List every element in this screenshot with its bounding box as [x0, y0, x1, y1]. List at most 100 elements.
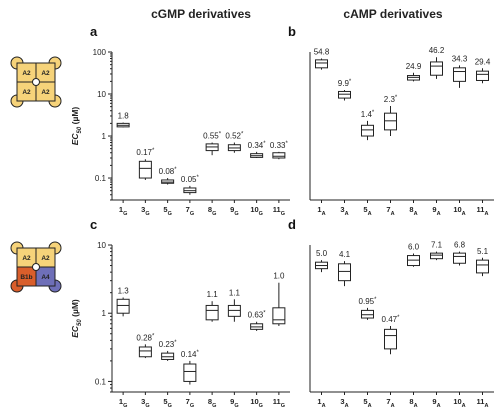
- x-tick-label: 11G: [273, 397, 285, 409]
- box-b-3: 9.9*: [338, 79, 352, 101]
- x-tick-label: 7A: [386, 205, 394, 217]
- x-tick-label: 3G: [141, 397, 149, 409]
- box-d-8: 6.0: [407, 243, 420, 267]
- box-iqr: [384, 112, 397, 131]
- x-tick-label: 5A: [363, 397, 371, 409]
- icon-bottom-cell-1: A2: [22, 255, 31, 262]
- value-label: 0.17*: [136, 148, 155, 157]
- box-iqr: [476, 70, 489, 81]
- x-tick-label: 9A: [432, 205, 440, 217]
- box-iqr: [384, 328, 397, 350]
- x-tick-label: 3A: [340, 397, 348, 409]
- panel-c: c10 1 0.1 EC50 (µM) 1.3 1G 0.28* 3G 0.23* 5G 0.14*…: [70, 217, 290, 409]
- icon-bottom-cell-4: A4: [41, 274, 50, 281]
- box-b-7: 2.3*: [384, 95, 398, 137]
- x-tick-label: 11A: [477, 205, 489, 217]
- value-label: 1.4*: [361, 110, 375, 119]
- y-tick-label: 100: [93, 48, 107, 57]
- x-tick-label: 7A: [386, 397, 394, 409]
- panel-b: b 54.8 1A 9.9* 3A 1.4* 5A 2.3* 7A 24.9 8A 46.2 9A 34.…: [288, 24, 494, 217]
- box-c-9: 1.1: [227, 288, 241, 322]
- box-iqr: [338, 263, 351, 282]
- value-label: 24.9: [406, 62, 422, 71]
- box-a-11: 0.33*: [270, 141, 288, 160]
- x-tick-label: 11A: [477, 397, 489, 409]
- box-iqr: [138, 346, 152, 358]
- icon-top-cell-3: A2: [22, 89, 31, 96]
- box-c-7: 0.14*: [181, 350, 200, 385]
- box-iqr: [272, 152, 286, 159]
- value-label: 6.0: [408, 243, 420, 252]
- y-tick-label: 10: [97, 241, 106, 250]
- value-label: 29.4: [475, 57, 491, 66]
- value-label: 54.8: [314, 48, 330, 57]
- icon-bottom-cell-3: B1b: [20, 274, 32, 281]
- box-iqr: [315, 59, 328, 69]
- box-iqr: [361, 124, 374, 137]
- box-iqr: [453, 67, 466, 82]
- box-a-10: 0.34*: [248, 141, 267, 158]
- value-label: 0.05*: [181, 175, 200, 184]
- x-tick-label: 5A: [363, 205, 371, 217]
- value-label: 1.8: [118, 111, 130, 120]
- box-d-3: 4.1: [338, 250, 351, 287]
- box-d-9: 7.1: [430, 241, 443, 261]
- value-label: 1.0: [273, 272, 285, 281]
- x-tick-label: 8G: [208, 397, 216, 409]
- column-title-camp: cAMP derivatives: [343, 7, 442, 21]
- y-axis-label: EC50 (µM): [70, 299, 83, 338]
- value-label: 0.63*: [248, 311, 267, 320]
- value-label: 0.55*: [203, 132, 222, 141]
- box-b-1: 54.8: [314, 48, 330, 70]
- box-iqr: [430, 61, 443, 76]
- x-tick-label: 10G: [250, 205, 263, 217]
- box-iqr: [430, 252, 443, 260]
- panel-label-a: a: [90, 24, 98, 39]
- value-label: 7.1: [431, 241, 443, 250]
- box-iqr: [338, 90, 351, 99]
- value-label: 0.34*: [248, 141, 267, 150]
- y-axis-label: EC50 (µM): [70, 107, 83, 146]
- box-c-8: 1.1: [205, 290, 219, 322]
- value-label: 1.3: [118, 286, 130, 295]
- box-iqr: [476, 259, 489, 274]
- x-tick-label: 7G: [186, 397, 194, 409]
- box-c-1: 1.3: [116, 286, 130, 317]
- panel-d: d 5.0 1A 4.1 3A 0.95* 5A 0.47* 7A 6.0 8A 7.1 9A 6.8 10…: [288, 217, 494, 409]
- box-c-3: 0.28*: [136, 333, 155, 359]
- column-title-cgmp: cGMP derivatives: [151, 7, 251, 21]
- panel-a: a 100 10 1 0.1 EC50 (µM) 1.8 1G 0.17* 3G 0.08* 5G 0.…: [70, 24, 290, 217]
- value-label: 0.28*: [136, 333, 155, 342]
- panel-label-d: d: [288, 217, 296, 232]
- box-a-9: 0.52*: [225, 132, 244, 153]
- value-label: 0.23*: [159, 340, 178, 349]
- value-label: 4.1: [339, 250, 351, 259]
- value-label: 0.14*: [181, 350, 200, 359]
- box-b-5: 1.4*: [361, 110, 375, 141]
- value-label: 6.8: [454, 241, 466, 250]
- value-label: 46.2: [429, 46, 445, 55]
- box-iqr: [205, 304, 219, 321]
- x-tick-label: 10A: [453, 397, 465, 409]
- icon-top-cell-4: A2: [41, 89, 50, 96]
- x-tick-label: 3A: [340, 205, 348, 217]
- box-b-9: 46.2: [429, 46, 445, 79]
- box-d-10: 6.8: [453, 241, 466, 266]
- box-c-11: 1.0: [272, 272, 286, 326]
- panel-label-c: c: [90, 217, 97, 232]
- value-label: 2.3*: [384, 95, 398, 104]
- panel-label-b: b: [288, 24, 296, 39]
- y-tick-label: 0.1: [95, 174, 107, 183]
- x-tick-label: 8G: [208, 205, 216, 217]
- box-d-5: 0.95*: [359, 297, 378, 320]
- box-a-1: 1.8: [116, 111, 130, 128]
- value-label: 9.9*: [338, 79, 352, 88]
- icon-bottom-cell-2: A2: [41, 255, 50, 262]
- y-tick-label: 0.1: [95, 377, 107, 386]
- value-label: 5.0: [316, 249, 328, 258]
- box-a-7: 0.05*: [181, 175, 200, 195]
- icon-top-cell-2: A2: [41, 70, 50, 77]
- value-label: 1.1: [207, 290, 219, 299]
- value-label: 0.95*: [359, 297, 378, 306]
